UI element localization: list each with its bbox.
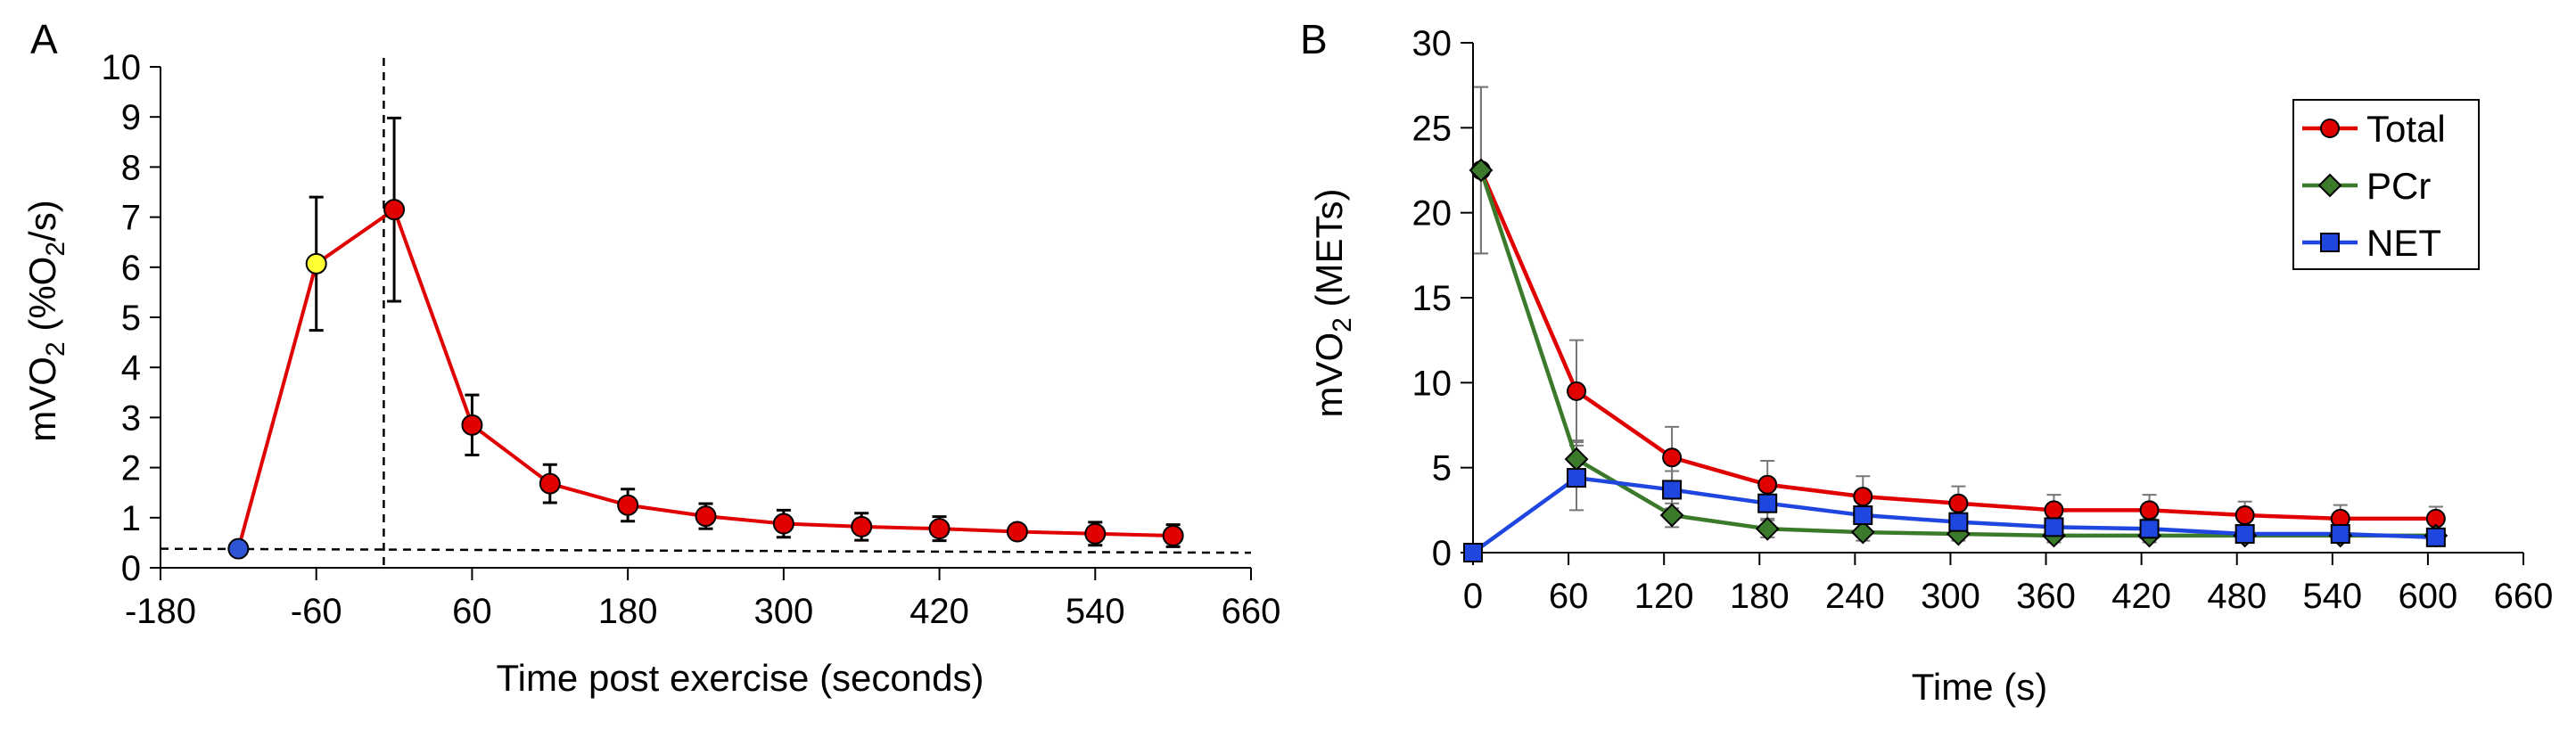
data-point-b xyxy=(1567,381,1587,401)
legend-label: Total xyxy=(2366,108,2446,150)
data-point-a xyxy=(851,515,873,537)
data-point-b xyxy=(1662,480,1683,500)
data-point-b xyxy=(1757,474,1778,495)
data-point-b xyxy=(1757,493,1778,513)
x-tick-label-a: 300 xyxy=(753,592,813,631)
y-tick-label-a: 1 xyxy=(121,499,141,538)
data-point-b xyxy=(2234,505,2255,526)
x-tick-label-b: 60 xyxy=(1549,577,1589,616)
x-tick-label-b: 480 xyxy=(2207,577,2267,616)
data-point-a xyxy=(1084,522,1107,545)
horizontal-reference-line xyxy=(160,547,1252,554)
data-point-a xyxy=(617,494,639,516)
y-tick-label-a: 9 xyxy=(121,98,141,137)
data-point-a xyxy=(227,537,250,560)
data-point-b xyxy=(2234,524,2255,545)
legend-label: NET xyxy=(2366,222,2441,264)
x-tick-label-b: 360 xyxy=(2016,577,2076,616)
data-point-a xyxy=(1162,525,1184,547)
legend: Total PCr NET xyxy=(2292,99,2480,270)
y-tick-label-a: 10 xyxy=(102,48,142,87)
y-tick-label-b: 25 xyxy=(1412,109,1453,148)
data-point-b xyxy=(2330,524,2350,545)
legend-marker xyxy=(2320,233,2340,252)
y-tick-label-b: 10 xyxy=(1412,364,1453,403)
x-tick-label-a: 60 xyxy=(452,592,492,631)
x-tick-label-a: 180 xyxy=(598,592,658,631)
y-tick-label-a: 5 xyxy=(121,299,141,338)
y-tick-label-b: 20 xyxy=(1412,194,1453,234)
data-point-b xyxy=(1662,447,1683,468)
data-point-a xyxy=(1006,521,1028,543)
data-point-b xyxy=(1469,158,1494,183)
panel-label-b: B xyxy=(1300,16,1328,62)
series-line-a xyxy=(236,207,1173,550)
data-point-b xyxy=(1853,487,1873,507)
y-tick-label-a: 4 xyxy=(121,349,141,388)
chart-panel-a: A 0 1 2 3 4 5 6 7 8 9 10 -180 -60 60 180 300 420 540 660 T… xyxy=(21,16,1280,699)
y-tick-label-a: 3 xyxy=(121,398,141,438)
data-point-b xyxy=(1567,468,1587,488)
x-axis-label-a: Time post exercise (seconds) xyxy=(497,657,984,699)
x-tick-label-b: 240 xyxy=(1825,577,1885,616)
data-point-a xyxy=(695,505,717,528)
data-point-a xyxy=(772,513,794,535)
x-tick-label-a: -60 xyxy=(291,592,342,631)
x-tick-label-b: 0 xyxy=(1463,577,1483,616)
y-axis-label-a: mVO2 (%O2/s) xyxy=(21,200,70,441)
data-point-a xyxy=(539,472,561,495)
y-tick-label-a: 6 xyxy=(121,249,141,288)
x-tick-label-a: 540 xyxy=(1066,592,1125,631)
y-axis-label-b: mVO2 (METs) xyxy=(1308,188,1357,417)
x-tick-label-b: 180 xyxy=(1730,577,1790,616)
data-point-a xyxy=(383,199,406,221)
data-point-b xyxy=(1948,512,1969,532)
x-tick-label-a: 420 xyxy=(909,592,969,631)
x-tick-label-b: 120 xyxy=(1634,577,1694,616)
x-tick-label-a: 660 xyxy=(1222,592,1281,631)
data-point-b xyxy=(1755,516,1780,541)
data-point-b xyxy=(1948,493,1969,513)
y-tick-label-b: 30 xyxy=(1412,24,1453,63)
data-point-a xyxy=(305,252,327,275)
data-point-b xyxy=(1564,447,1589,472)
legend-marker xyxy=(2320,119,2340,138)
data-point-b xyxy=(2044,517,2064,537)
data-point-b xyxy=(1850,520,1875,545)
x-axis-label-b: Time (s) xyxy=(1912,666,2047,708)
data-point-a xyxy=(461,414,483,436)
x-tick-label-b: 660 xyxy=(2494,577,2554,616)
x-tick-label-b: 300 xyxy=(1921,577,1980,616)
y-tick-label-a: 2 xyxy=(121,449,141,488)
data-point-b xyxy=(1463,543,1483,562)
data-point-a xyxy=(928,518,951,540)
x-tick-label-b: 600 xyxy=(2399,577,2458,616)
data-point-b xyxy=(2425,527,2446,547)
y-tick-label-b: 5 xyxy=(1432,449,1452,488)
x-tick-label-b: 420 xyxy=(2111,577,2171,616)
y-tick-label-a: 0 xyxy=(121,549,141,588)
y-tick-label-a: 8 xyxy=(121,148,141,187)
data-point-b xyxy=(1659,503,1684,528)
y-tick-label-b: 0 xyxy=(1432,534,1452,573)
x-tick-label-a: -180 xyxy=(125,592,196,631)
x-tick-label-b: 540 xyxy=(2302,577,2362,616)
y-tick-label-a: 7 xyxy=(121,199,141,238)
legend-marker xyxy=(2317,173,2342,198)
data-point-b xyxy=(1853,505,1873,526)
legend-label: PCr xyxy=(2366,165,2431,207)
data-point-b xyxy=(2139,500,2160,521)
data-point-b xyxy=(2139,519,2160,539)
y-tick-label-b: 15 xyxy=(1412,279,1453,318)
panel-label-a: A xyxy=(30,16,58,62)
data-point-b xyxy=(2044,500,2064,521)
